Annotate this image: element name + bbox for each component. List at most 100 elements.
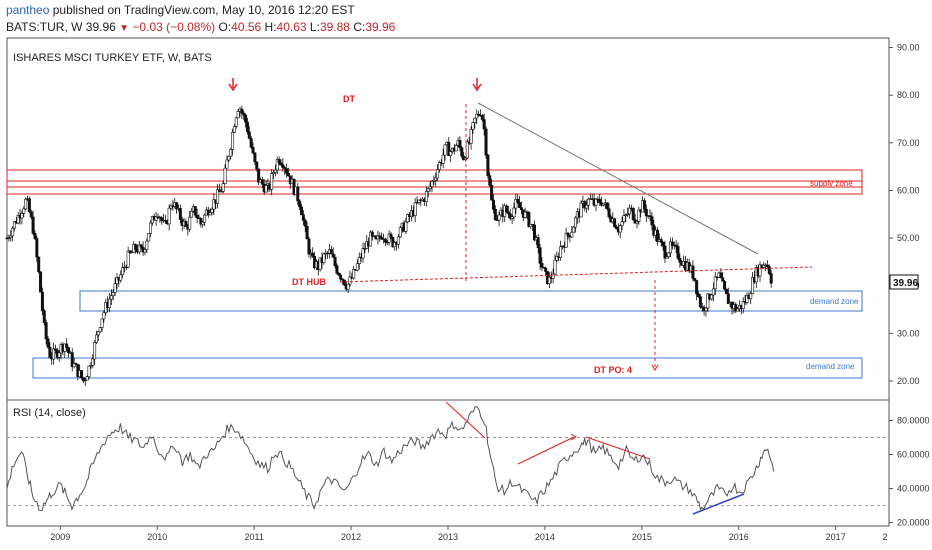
open-value: 40.56 xyxy=(231,20,262,34)
candle xyxy=(465,138,469,160)
candle xyxy=(249,135,253,149)
candle xyxy=(296,183,300,206)
candle xyxy=(100,318,104,332)
candle xyxy=(154,211,158,226)
candle xyxy=(564,227,568,248)
rsi-axis[interactable]: 80.0000 60.0000 40.0000 20.0000 xyxy=(889,415,930,528)
candle xyxy=(108,293,112,313)
candle xyxy=(9,230,13,242)
candle xyxy=(299,203,303,216)
candle xyxy=(11,226,15,242)
candle xyxy=(94,330,98,345)
rsi-series-line xyxy=(6,406,775,512)
demand-zone-lower-box[interactable] xyxy=(32,357,863,379)
candle xyxy=(212,193,216,215)
dt-hub-neckline[interactable] xyxy=(339,266,813,283)
rsi-divergence-line-2[interactable] xyxy=(517,436,575,465)
candle xyxy=(85,375,89,381)
rsi-divergence-line-1[interactable] xyxy=(445,401,486,439)
candle xyxy=(572,225,576,233)
price-tick-label: 60.00 xyxy=(897,185,920,195)
candle xyxy=(98,327,102,334)
candle xyxy=(519,201,523,215)
candle xyxy=(130,250,134,254)
candle xyxy=(620,216,624,231)
candle xyxy=(514,193,518,214)
candle xyxy=(626,207,630,218)
candle xyxy=(493,205,497,221)
candle xyxy=(147,233,151,242)
candle xyxy=(532,220,536,242)
resistance-trendline[interactable] xyxy=(477,102,759,255)
dt-po-label: DT PO: 4 xyxy=(594,365,632,375)
candle xyxy=(628,204,632,219)
candle xyxy=(749,290,753,305)
candle xyxy=(436,164,440,181)
candle xyxy=(488,172,492,187)
candle xyxy=(695,280,699,301)
candle xyxy=(87,365,91,380)
candle xyxy=(368,230,372,247)
candle xyxy=(184,218,188,228)
candle xyxy=(70,347,74,372)
candle xyxy=(318,257,322,272)
candle xyxy=(352,265,356,280)
candle xyxy=(447,137,451,157)
candle xyxy=(555,251,559,262)
candle xyxy=(650,211,654,231)
author-link[interactable]: pantheo xyxy=(6,3,50,17)
candle xyxy=(16,212,20,225)
candle xyxy=(697,291,701,299)
candle xyxy=(736,307,740,312)
candle xyxy=(551,268,555,284)
candle xyxy=(83,378,87,387)
candle xyxy=(163,214,167,224)
candle xyxy=(758,261,762,282)
candle xyxy=(52,342,56,365)
candle xyxy=(342,279,346,287)
candle xyxy=(510,215,514,225)
candle xyxy=(594,197,598,212)
candle xyxy=(518,195,522,208)
candle xyxy=(216,184,220,209)
candle xyxy=(721,272,725,282)
rsi-title: RSI (14, close) xyxy=(13,407,86,419)
candle xyxy=(195,208,199,224)
candle xyxy=(188,210,192,233)
published-text: published on TradingView.com, May 10, 20… xyxy=(52,3,355,17)
candle xyxy=(232,123,236,133)
candle xyxy=(527,211,531,228)
candle xyxy=(391,236,395,248)
candle xyxy=(426,187,430,198)
supply-zone-label: supply zone xyxy=(810,179,853,188)
time-axis[interactable]: 2009 2010 2011 2012 2013 2014 2015 2016 2017 2 xyxy=(50,526,932,542)
candle xyxy=(529,223,533,229)
candle xyxy=(540,257,544,272)
candle xyxy=(396,234,400,249)
candle xyxy=(339,273,343,283)
candle xyxy=(430,180,434,193)
candle xyxy=(193,205,197,218)
candle xyxy=(665,252,669,259)
candle xyxy=(275,156,279,175)
candle xyxy=(449,149,453,163)
rsi-divergence-line-3[interactable] xyxy=(585,436,651,460)
candle xyxy=(27,196,31,213)
candle xyxy=(579,199,583,218)
supply-zone-upper-box[interactable] xyxy=(6,169,863,188)
candle xyxy=(281,158,285,172)
candle xyxy=(346,283,350,294)
candle xyxy=(169,203,173,211)
down-arrow-icon: ▼ xyxy=(119,23,130,34)
candle xyxy=(96,331,100,341)
candle xyxy=(7,234,11,242)
candle xyxy=(670,237,674,250)
candle xyxy=(231,128,235,156)
candle xyxy=(385,240,389,246)
candle xyxy=(711,282,715,302)
rsi-support-line[interactable] xyxy=(692,493,745,515)
demand-zone-upper-box[interactable] xyxy=(79,290,863,312)
candle xyxy=(490,179,494,201)
